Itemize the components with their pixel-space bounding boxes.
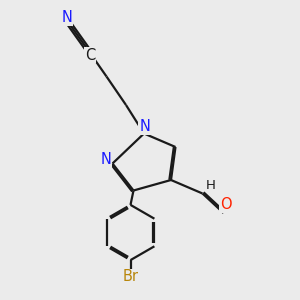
- Text: O: O: [220, 197, 232, 212]
- Text: N: N: [61, 10, 72, 25]
- Text: N: N: [100, 152, 111, 167]
- Text: C: C: [85, 48, 95, 63]
- Text: N: N: [139, 119, 150, 134]
- Text: H: H: [206, 178, 216, 192]
- Text: Br: Br: [122, 269, 139, 284]
